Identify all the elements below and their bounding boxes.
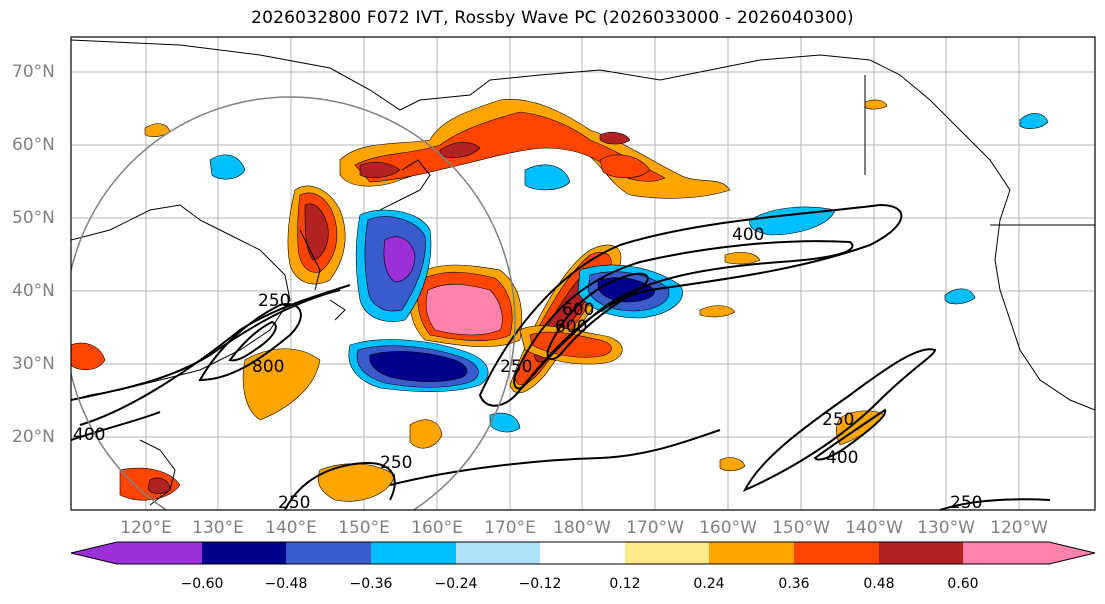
ivt-contours [71,203,1051,510]
colorbar-segment [117,542,202,564]
colorbar-tick: −0.24 [434,576,478,592]
ivt-anomaly-fills [71,99,1049,502]
lon-label: 130°W [917,518,975,538]
contour-label: 250 [380,453,412,473]
colorbar-segment [709,542,794,564]
contour-label: 250 [278,493,310,513]
lon-label: 170°W [626,518,684,538]
colorbar-segment [625,542,709,564]
lon-label: 120°W [990,518,1048,538]
colorbar-tick: −0.48 [264,576,308,592]
colorbar-tick: −0.36 [349,576,393,592]
lon-label: 150°E [338,518,390,538]
contour-label: 600 [555,317,587,337]
colorbar-tick: −0.60 [180,576,224,592]
colorbar-tick: 0.24 [693,576,725,592]
lon-label: 170°E [484,518,536,538]
lat-label: 70°N [12,62,55,82]
colorbar-segment [963,542,1049,564]
colorbar-extend-max [1049,542,1095,564]
contour-label: 400 [73,425,105,445]
lon-label: 160°E [411,518,463,538]
colorbar-segment [879,542,963,564]
contour-label: 800 [252,357,284,377]
lat-label: 40°N [12,281,55,301]
contour-label: 400 [826,448,858,468]
lon-label: 160°W [699,518,757,538]
contour-label: 250 [258,291,290,311]
contour-label: 250 [822,410,854,430]
lon-label: 130°E [192,518,244,538]
lon-label: 150°W [772,518,830,538]
colorbar-tick: 0.48 [863,576,895,592]
great-circle [71,96,516,510]
colorbar-extend-min [71,542,117,564]
colorbar-tick: 0.12 [609,576,641,592]
colorbar-segment [371,542,456,564]
lat-label: 20°N [12,427,55,447]
colorbar-tick: 0.36 [778,576,810,592]
lat-label: 50°N [12,208,55,228]
contour-label: 600 [562,300,594,320]
lon-label: 120°E [120,518,172,538]
colorbar-tick: 0.60 [947,576,979,592]
colorbar-tick: −0.12 [518,576,562,592]
contour-label: 250 [950,493,982,513]
colorbar-segment [540,542,625,564]
lat-label: 60°N [12,135,55,155]
colorbar-outline [70,541,1096,565]
lon-label: 140°E [265,518,317,538]
contour-label: 250 [500,357,532,377]
lon-label: 140°W [845,518,903,538]
colorbar-segment [456,542,540,564]
contour-label: 400 [732,225,764,245]
colorbar [70,541,1096,565]
contour-labels: 250 400 600 800 250 600 250 400 250 400 … [73,225,982,513]
map-title: 2026032800 F072 IVT, Rossby Wave PC (202… [251,8,854,28]
colorbar-segment [794,542,879,564]
map-frame [70,36,1096,511]
colorbar-segment [202,542,286,564]
lon-label: 180°W [553,518,611,538]
colorbar-segment [286,542,371,564]
lat-label: 30°N [12,354,55,374]
